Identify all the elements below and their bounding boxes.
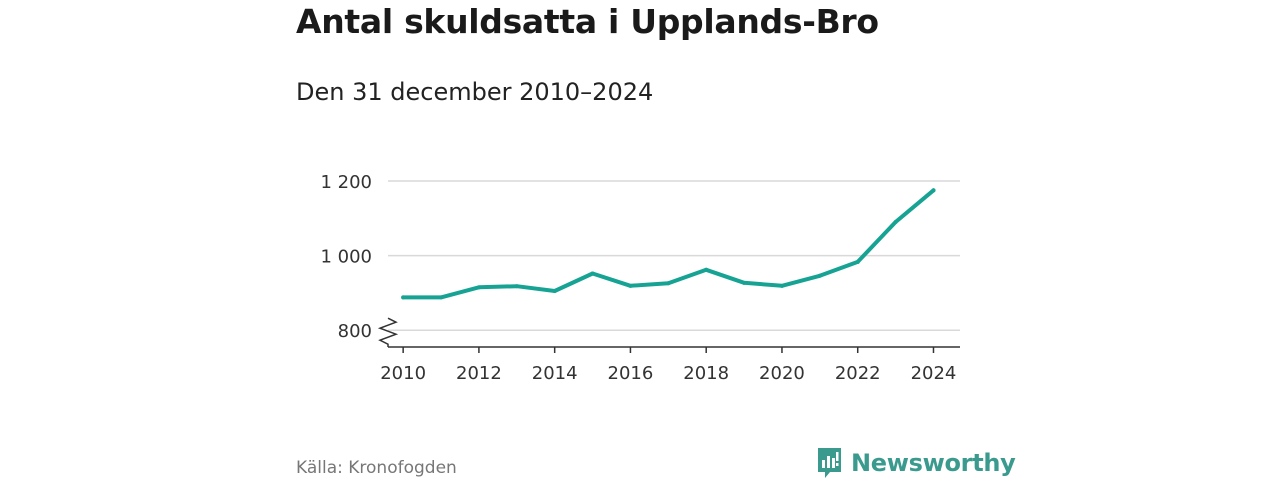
data-point-2016: [628, 283, 633, 288]
x-tick-label-2024: 2024: [911, 363, 957, 384]
brand-name: Newsworthy: [851, 449, 1016, 477]
data-point-2011: [439, 295, 444, 300]
data-point-2012: [476, 285, 481, 290]
brand-logo[interactable]: Newsworthy: [816, 446, 1016, 480]
chart-title: Antal skuldsatta i Upplands-Bro: [296, 2, 879, 41]
x-tick-label-2012: 2012: [456, 363, 502, 384]
data-point-2014: [552, 289, 557, 294]
y-tick-label-800: 800: [338, 321, 372, 342]
axis-break-zigzag: [377, 317, 399, 347]
data-point-2017: [666, 281, 671, 286]
data-point-2023: [893, 220, 898, 225]
y-tick-label-1200: 1 200: [320, 172, 372, 193]
x-tick-label-2010: 2010: [380, 363, 426, 384]
newsworthy-icon: [818, 448, 841, 478]
x-tick-label-2014: 2014: [532, 363, 578, 384]
data-point-2010: [401, 295, 406, 300]
data-point-2021: [817, 273, 822, 278]
x-tick-label-2018: 2018: [683, 363, 729, 384]
data-point-2013: [514, 284, 519, 289]
data-point-2022: [855, 259, 860, 264]
y-tick-label-1000: 1 000: [320, 247, 372, 268]
data-point-2019: [742, 280, 747, 285]
data-point-2020: [779, 283, 784, 288]
data-point-2015: [590, 271, 595, 276]
source-note: Källa: Kronofogden: [296, 458, 457, 478]
x-tick-label-2020: 2020: [759, 363, 805, 384]
data-point-2024: [931, 188, 936, 193]
x-tick-label-2022: 2022: [835, 363, 881, 384]
x-tick-label-2016: 2016: [608, 363, 654, 384]
data-point-2018: [704, 267, 709, 272]
chart-subtitle: Den 31 december 2010–2024: [296, 78, 654, 106]
